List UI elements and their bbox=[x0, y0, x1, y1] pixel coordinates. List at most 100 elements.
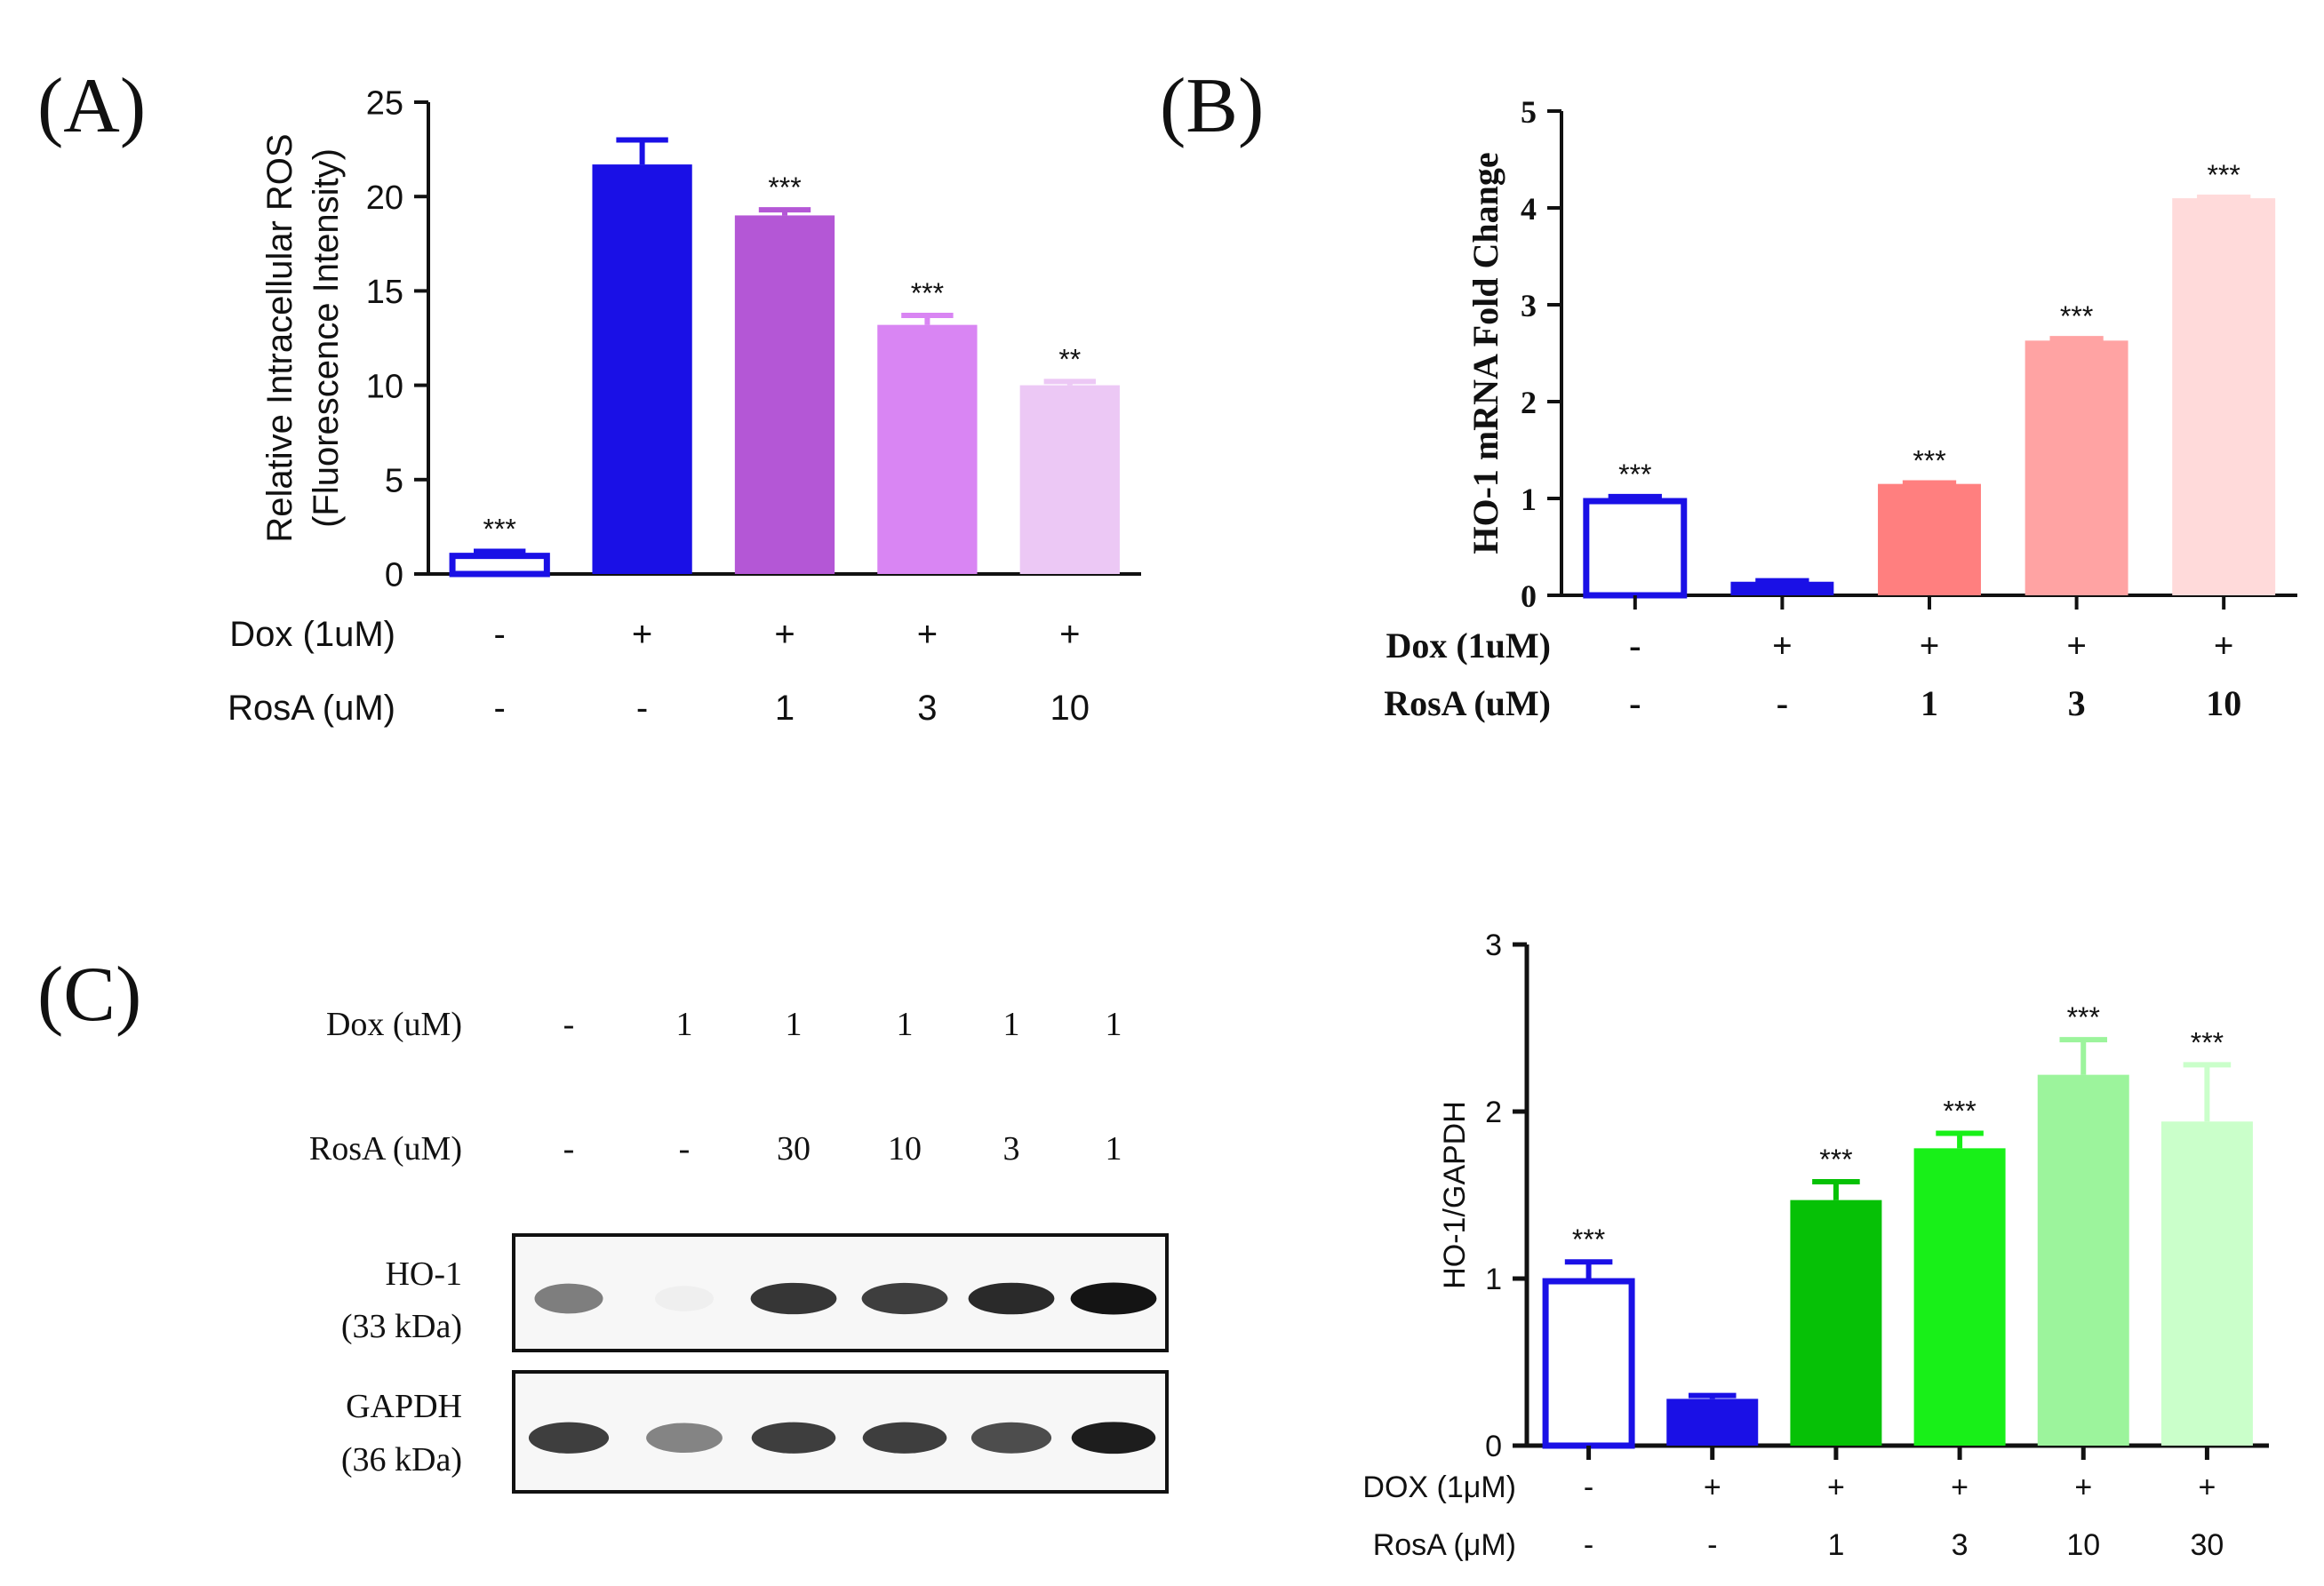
condition-value: 10 bbox=[2066, 1528, 2100, 1562]
y-axis-label: Relative Intracellular ROS bbox=[260, 133, 299, 542]
bar bbox=[1913, 1148, 2006, 1446]
condition-value: - bbox=[494, 689, 506, 728]
y-tick-label: 15 bbox=[366, 274, 403, 311]
y-tick-label: 5 bbox=[385, 462, 403, 499]
y-tick-label: 25 bbox=[366, 85, 403, 123]
condition-value: 3 bbox=[917, 689, 937, 728]
significance-label: *** bbox=[2191, 1026, 2224, 1058]
significance-label: *** bbox=[2060, 300, 2093, 332]
blot-condition-value: 1 bbox=[1106, 1130, 1122, 1168]
condition-value: + bbox=[2066, 626, 2087, 665]
condition-value: + bbox=[1772, 626, 1793, 665]
significance-label: *** bbox=[768, 171, 801, 203]
blot-protein-label: HO-1 bbox=[385, 1255, 462, 1293]
bar bbox=[1583, 498, 1688, 599]
western-blot: Dox (uM) - 1 1 1 1 1 RosA (uM) - - 30 10 3 1 HO-1 (33 k… bbox=[309, 1006, 1169, 1494]
blot-band bbox=[646, 1423, 723, 1454]
y-tick-label: 0 bbox=[1521, 578, 1537, 614]
condition-value: 10 bbox=[1050, 689, 1090, 728]
chart-b-ho1-mrna: 0 1 2 3 4 5 HO-1 mRNA Fold Change *** - - + - *** +1 *… bbox=[1384, 94, 2297, 723]
significance-label: *** bbox=[1913, 445, 1945, 477]
y-tick-label: 10 bbox=[366, 368, 403, 405]
significance-label: *** bbox=[1618, 458, 1651, 490]
significance-label: ** bbox=[1058, 343, 1081, 375]
blot-condition-value: 1 bbox=[1106, 1006, 1122, 1043]
y-tick-label: 2 bbox=[1521, 385, 1537, 420]
blot-band bbox=[861, 1282, 948, 1315]
y-tick-label: 3 bbox=[1485, 928, 1502, 962]
blot-band bbox=[968, 1282, 1055, 1315]
condition-value: - bbox=[636, 689, 648, 728]
bar bbox=[1790, 1199, 1882, 1446]
condition-value: + bbox=[1704, 1470, 1721, 1504]
bar bbox=[592, 164, 692, 575]
significance-label: *** bbox=[483, 514, 516, 546]
blot-band bbox=[1071, 1422, 1156, 1454]
condition-value: + bbox=[632, 615, 652, 654]
blot-band bbox=[534, 1283, 603, 1314]
condition-value: 1 bbox=[1827, 1528, 1844, 1562]
blot-condition-value: 3 bbox=[1003, 1130, 1020, 1168]
blot-band bbox=[1070, 1282, 1157, 1315]
blot-membrane bbox=[512, 1370, 1169, 1494]
blot-condition-value: 1 bbox=[897, 1006, 914, 1043]
y-axis-label: HO-1 mRNA Fold Change bbox=[1465, 152, 1505, 554]
panel-label-b: (B) bbox=[1160, 63, 1264, 149]
condition-value: + bbox=[1951, 1470, 1969, 1504]
condition-value: - bbox=[1707, 1528, 1717, 1562]
condition-label: Dox (1uM) bbox=[229, 615, 395, 654]
condition-value: + bbox=[1059, 615, 1080, 654]
blot-band bbox=[750, 1282, 837, 1315]
condition-value: 10 bbox=[2206, 683, 2241, 723]
y-axis-label: (Fluorescence Intensity) bbox=[307, 148, 346, 528]
blot-condition-value: 1 bbox=[786, 1006, 803, 1043]
y-tick-label: 3 bbox=[1521, 288, 1537, 323]
significance-label: *** bbox=[2208, 159, 2240, 191]
condition-value: - bbox=[1777, 683, 1788, 723]
condition-value: 1 bbox=[1921, 683, 1938, 723]
blot-condition-value: 30 bbox=[777, 1130, 811, 1168]
condition-label: RosA (uM) bbox=[1384, 683, 1551, 723]
bar bbox=[1666, 1399, 1759, 1446]
significance-label: *** bbox=[911, 277, 944, 309]
bar bbox=[2025, 340, 2128, 595]
blot-condition-value: - bbox=[563, 1130, 575, 1168]
condition-label: Dox (1uM) bbox=[1386, 626, 1551, 665]
y-tick-label: 0 bbox=[1485, 1430, 1502, 1463]
condition-value: - bbox=[1584, 1528, 1593, 1562]
y-tick-label: 2 bbox=[1485, 1096, 1502, 1129]
bar bbox=[2172, 198, 2276, 595]
blot-band bbox=[655, 1286, 714, 1311]
condition-value: + bbox=[1920, 626, 1940, 665]
condition-value: - bbox=[1629, 683, 1641, 723]
bar bbox=[1542, 1278, 1635, 1449]
blot-condition-value: - bbox=[563, 1006, 575, 1043]
blot-membrane bbox=[512, 1233, 1169, 1352]
y-tick-label: 1 bbox=[1521, 482, 1537, 517]
bar bbox=[2160, 1121, 2253, 1446]
y-tick-label: 4 bbox=[1521, 191, 1537, 227]
bar bbox=[2037, 1074, 2129, 1446]
blot-condition-label: Dox (uM) bbox=[326, 1006, 462, 1043]
y-tick-label: 20 bbox=[366, 179, 403, 217]
blot-condition-label: RosA (uM) bbox=[309, 1130, 462, 1168]
bar bbox=[1878, 483, 1981, 595]
bar bbox=[1730, 581, 1834, 595]
condition-value: + bbox=[2198, 1470, 2216, 1504]
condition-label: RosA (uM) bbox=[228, 689, 395, 728]
significance-label: *** bbox=[1943, 1095, 1976, 1127]
condition-value: + bbox=[1827, 1470, 1845, 1504]
condition-value: 3 bbox=[2068, 683, 2086, 723]
blot-condition-value: 1 bbox=[676, 1006, 693, 1043]
y-tick-label: 1 bbox=[1485, 1263, 1502, 1296]
condition-value: - bbox=[1629, 626, 1641, 665]
bar bbox=[877, 324, 978, 574]
chart-c-ho1-gapdh: 0 1 2 3 HO-1/GAPDH *** - - + - *** +1 *** +3 *** +10 ***… bbox=[1362, 928, 2269, 1562]
bar bbox=[1019, 385, 1120, 574]
y-tick-label: 0 bbox=[385, 557, 403, 594]
significance-label: *** bbox=[1819, 1144, 1852, 1176]
y-axis-label: HO-1/GAPDH bbox=[1438, 1101, 1472, 1289]
blot-band bbox=[862, 1422, 947, 1454]
blot-size-label: (33 kDa) bbox=[341, 1308, 462, 1345]
condition-value: + bbox=[917, 615, 938, 654]
